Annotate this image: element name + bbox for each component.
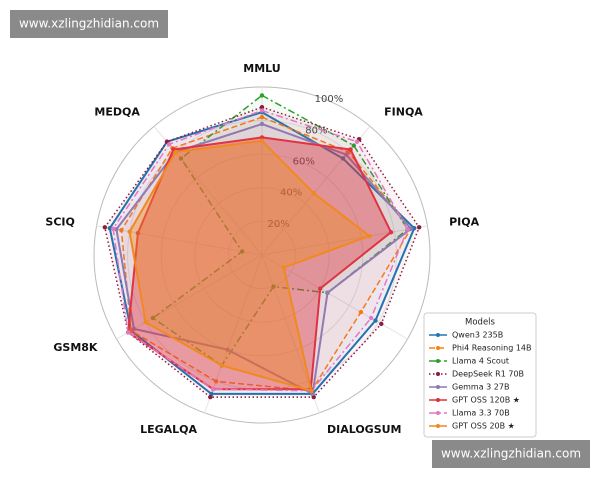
point <box>114 227 119 232</box>
watermark: www.xzlingzhidian.com <box>19 17 159 31</box>
legend-title: Models <box>465 318 496 328</box>
axis-label: FINQA <box>384 106 423 119</box>
point <box>271 284 276 289</box>
point <box>102 225 108 230</box>
legend-marker <box>436 346 440 350</box>
point <box>311 191 317 196</box>
r-tick-label: 60% <box>293 157 315 168</box>
point <box>351 143 356 148</box>
legend-label: GPT OSS 120B ★ <box>452 396 520 405</box>
r-tick-label: 20% <box>267 219 289 230</box>
point <box>348 147 353 152</box>
point <box>135 230 141 236</box>
point <box>259 138 265 143</box>
legend-label: Llama 4 Scout <box>452 357 509 366</box>
series-line <box>103 106 421 398</box>
r-tick-label: 80% <box>305 125 327 136</box>
series-line <box>151 94 409 367</box>
series-line <box>120 116 412 392</box>
legend-marker <box>436 359 440 363</box>
legend-marker <box>436 398 440 402</box>
point <box>259 121 265 127</box>
series-line <box>112 109 409 392</box>
point <box>388 230 394 235</box>
legend-marker <box>436 424 440 428</box>
spoke <box>261 125 371 256</box>
point <box>131 326 137 332</box>
point <box>208 394 213 400</box>
point <box>219 363 224 368</box>
point <box>210 386 216 392</box>
watermark-box <box>10 10 168 38</box>
point <box>107 225 112 231</box>
point <box>405 227 410 232</box>
axis-label: MEDQA <box>94 106 140 119</box>
spoke <box>116 254 263 340</box>
legend-marker <box>436 372 440 376</box>
r-tick-label: 40% <box>280 188 302 199</box>
legend-label: Llama 3.3 70B <box>452 409 510 418</box>
point <box>178 156 184 161</box>
spoke <box>204 254 263 414</box>
series-line <box>128 139 372 393</box>
point <box>259 115 265 120</box>
legend-label: Gemma 3 27B <box>452 383 509 392</box>
point <box>166 142 172 147</box>
point <box>340 156 346 161</box>
point <box>373 318 378 323</box>
point <box>367 233 372 239</box>
point <box>354 139 360 144</box>
point <box>325 290 330 295</box>
point <box>110 226 116 231</box>
spoke <box>96 225 263 256</box>
point <box>281 265 287 270</box>
point <box>143 320 148 325</box>
point <box>125 330 131 335</box>
series-line <box>108 111 416 395</box>
axis-label: DIALOGSUM <box>327 423 402 436</box>
point <box>259 108 265 113</box>
legend-label: Qwen3 235B <box>452 331 503 340</box>
point <box>408 226 414 231</box>
point <box>119 228 124 233</box>
axis-label: PIQA <box>449 216 480 229</box>
point <box>259 93 265 98</box>
point <box>368 315 374 321</box>
legend-label: GPT OSS 20B ★ <box>452 422 515 431</box>
legend-marker <box>436 411 440 415</box>
point <box>416 225 422 230</box>
point <box>379 321 384 327</box>
point <box>317 286 323 291</box>
legend-box <box>423 312 537 438</box>
point <box>150 315 156 321</box>
axis-label: LEGALQA <box>140 423 197 436</box>
point <box>213 379 219 384</box>
point <box>344 152 349 157</box>
point <box>259 104 265 110</box>
point <box>173 149 178 155</box>
point <box>259 135 265 140</box>
watermark-box <box>432 440 590 468</box>
legend-marker <box>436 333 440 337</box>
spoke <box>261 225 428 256</box>
point <box>309 388 314 393</box>
axis-label: SCIQ <box>45 216 74 229</box>
point <box>358 309 364 315</box>
axis-label: MMLU <box>243 62 280 75</box>
point <box>412 225 417 231</box>
series-line <box>115 122 413 396</box>
legend-label: DeepSeek R1 70B <box>452 370 524 379</box>
r-tick-label: 100% <box>315 94 344 105</box>
point <box>127 229 132 234</box>
axis-label: GSM8K <box>53 341 98 354</box>
legend-label: Phi4 Reasoning 14B <box>452 344 532 353</box>
point <box>239 249 245 254</box>
watermark: www.xzlingzhidian.com <box>441 447 581 461</box>
series-line <box>127 136 393 391</box>
spoke <box>261 254 408 340</box>
point <box>225 347 230 352</box>
legend-marker <box>436 385 440 389</box>
